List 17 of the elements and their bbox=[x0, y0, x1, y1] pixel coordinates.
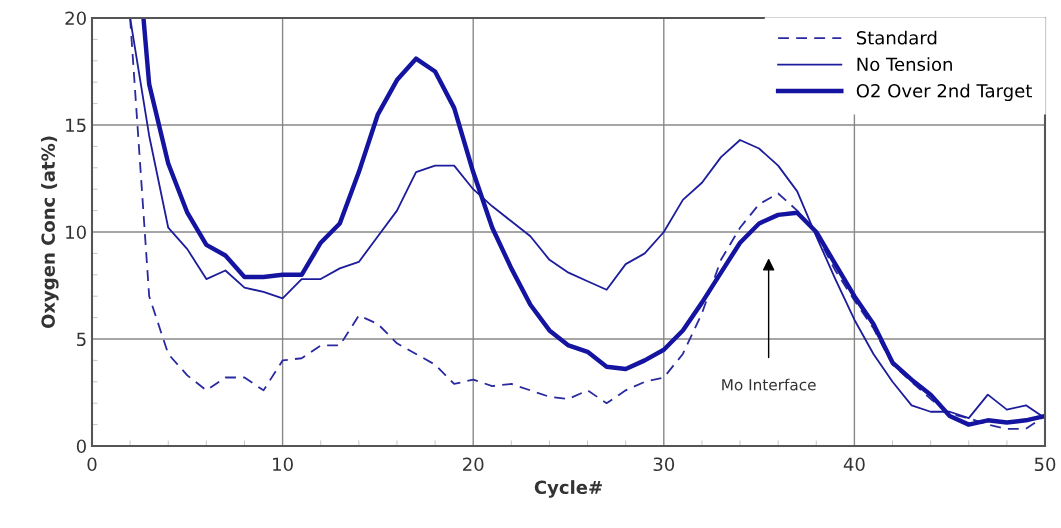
x-tick-label: 20 bbox=[463, 457, 484, 472]
y-tick-label: 0 bbox=[76, 439, 86, 454]
y-tick-label: 15 bbox=[66, 118, 86, 133]
legend-label: Standard bbox=[856, 30, 937, 45]
y-axis-title: Oxygen Conc (at%) bbox=[41, 136, 59, 329]
annotation: Mo Interface bbox=[722, 378, 816, 391]
x-tick-label: 40 bbox=[843, 457, 865, 472]
x-tick-label: 0 bbox=[87, 457, 97, 472]
x-tick-label: 50 bbox=[1034, 457, 1056, 472]
y-tick-label: 5 bbox=[77, 332, 86, 347]
x-tick-label: 30 bbox=[653, 457, 675, 472]
legend-label: O2 Over 2nd Target bbox=[856, 83, 1032, 102]
legend-label: No Tension bbox=[857, 57, 952, 72]
x-axis-title: Cycle# bbox=[534, 480, 602, 498]
y-tick-label: 10 bbox=[66, 225, 86, 240]
x-tick-label: 10 bbox=[273, 457, 293, 472]
y-tick-label: 20 bbox=[65, 11, 86, 26]
